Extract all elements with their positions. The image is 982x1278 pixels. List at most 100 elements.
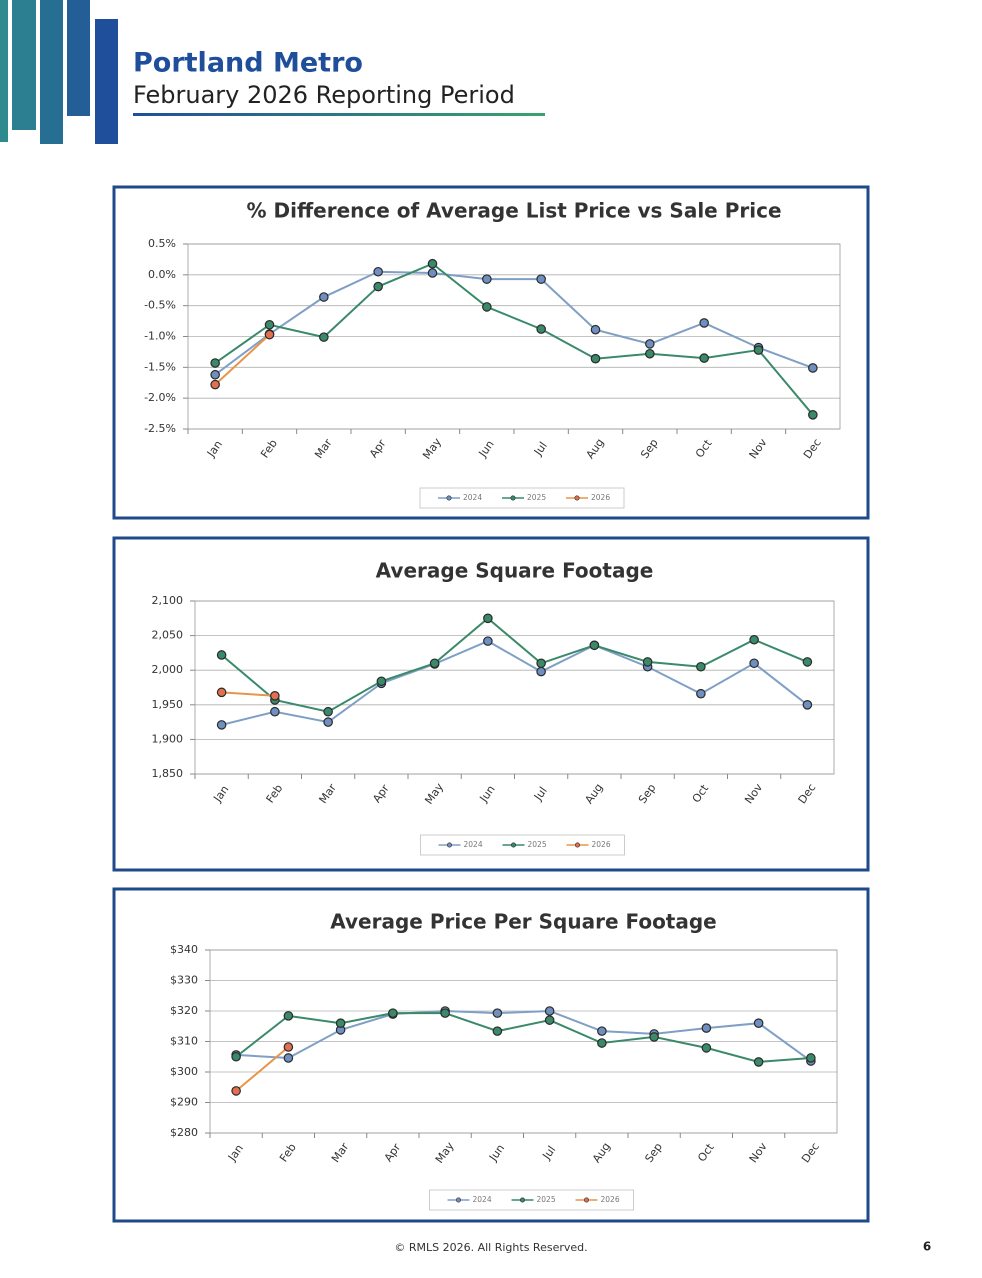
y-tick-label: 0.0% [148,268,176,281]
data-point [270,691,280,701]
chart-frame [112,887,870,1223]
data-point [536,658,546,669]
y-tick-label: $320 [170,1004,198,1017]
data-point [808,410,818,420]
data-point [749,658,759,669]
legend-label: 2026 [592,840,611,849]
y-tick-label: -1.0% [144,330,176,343]
data-point [216,650,227,660]
data-point [264,329,275,340]
data-point [376,676,387,687]
y-tick-label: 2,000 [152,663,184,676]
data-point [802,699,813,710]
data-point [649,1032,659,1042]
data-point [335,1018,346,1028]
y-tick-label: -1.5% [144,360,176,373]
legend-label: 2026 [601,1195,620,1204]
legend-label: 2026 [591,493,610,502]
series-line [235,1012,811,1063]
data-point [482,274,492,284]
legend-label: 2024 [463,493,482,502]
data-point [210,358,220,368]
chart-title: % Difference of Average List Price vs Sa… [246,199,781,223]
header-bar [95,19,118,144]
series-line [214,270,814,376]
data-point [753,1057,764,1067]
chart-frame [112,536,870,872]
data-point [231,1051,241,1062]
data-point [492,1026,503,1036]
header-subtitle: February 2026 Reporting Period [133,81,515,109]
data-point [696,661,706,672]
legend-label: 2025 [528,840,547,849]
data-point [483,636,493,646]
data-point [270,706,280,717]
y-tick-label: 1,850 [152,767,184,780]
data-point [536,274,546,284]
data-point [544,1006,555,1016]
data-point [753,345,764,355]
chart-title: Average Price Per Square Footage [330,910,717,934]
data-point [749,634,759,645]
y-tick-label: 1,900 [152,732,184,745]
data-point [264,319,275,330]
data-point [216,720,227,730]
data-point [440,1008,450,1018]
y-tick-label: 2,100 [152,594,184,607]
data-point [696,688,706,699]
y-tick-label: $330 [170,974,198,987]
data-point [492,1008,503,1018]
data-point [699,318,709,328]
data-point [806,1053,816,1063]
data-point [323,717,333,727]
data-point [283,1042,294,1052]
data-point [590,353,601,364]
series-line [220,616,808,713]
data-point [427,268,438,278]
legend-marker [446,842,452,848]
data-point [597,1026,607,1036]
y-tick-label: -2.0% [144,391,176,404]
legend-marker [574,842,580,848]
page-number: 6 [923,1240,931,1254]
header-title: Portland Metro [133,48,363,79]
y-tick-label: -0.5% [144,299,176,312]
data-point [808,363,818,373]
data-point [283,1011,294,1021]
y-tick-label: $280 [170,1126,198,1139]
y-tick-label: 0.5% [148,237,176,250]
data-point [283,1053,294,1063]
y-tick-label: 2,050 [152,629,184,642]
series-line [214,262,814,416]
data-point [388,1008,398,1018]
footer-copyright: © RMLS 2026. All Rights Reserved. [394,1241,587,1254]
data-point [589,640,600,651]
series-line [221,691,275,697]
data-point [216,687,227,698]
data-point [642,657,653,667]
y-tick-label: $310 [170,1035,198,1048]
legend-marker [455,1197,461,1203]
header-bar [67,0,90,116]
data-point [373,281,383,292]
data-point [231,1086,241,1096]
series-line [214,333,271,386]
data-point [753,1018,764,1028]
data-point [427,258,438,269]
y-tick-label: $340 [170,943,198,956]
series-line [235,1046,290,1092]
y-tick-label: 1,950 [152,698,184,711]
legend-label: 2025 [537,1195,556,1204]
data-point [210,379,220,390]
data-point [701,1043,712,1053]
data-point [802,657,813,667]
data-point [536,324,546,334]
legend-label: 2024 [473,1195,492,1204]
legend-marker [583,1197,589,1203]
data-point [319,292,329,302]
y-tick-label: $290 [170,1096,198,1109]
header-bar [0,0,8,142]
data-point [323,706,333,717]
data-point [699,353,709,363]
